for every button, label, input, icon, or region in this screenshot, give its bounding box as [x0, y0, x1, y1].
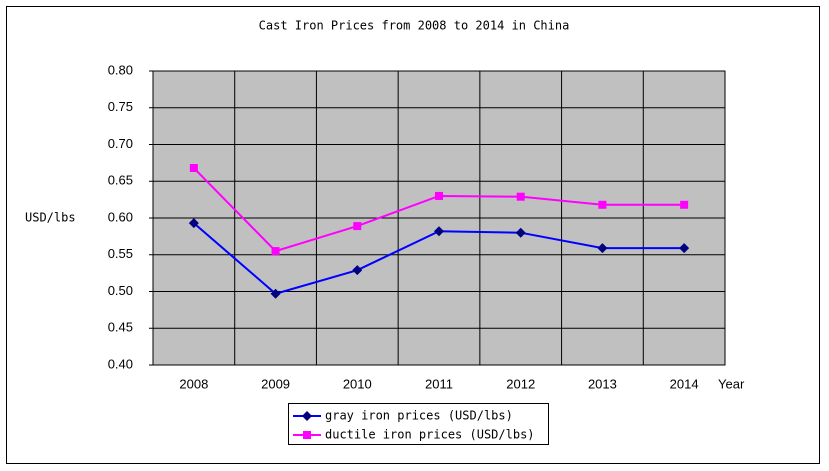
- x-tick-label: 2009: [261, 376, 290, 391]
- y-tick-label: 0.45: [108, 320, 133, 335]
- marker: [680, 200, 689, 209]
- y-tick-label: 0.75: [108, 99, 133, 114]
- x-tick-label: 2014: [670, 376, 699, 391]
- marker: [188, 218, 199, 229]
- y-tick-label: 0.70: [108, 136, 133, 151]
- y-axis-label: USD/lbs: [25, 211, 76, 225]
- y-tick-label: 0.80: [108, 62, 133, 77]
- marker: [271, 247, 280, 256]
- y-tick-label: 0.60: [108, 209, 133, 224]
- marker: [434, 226, 444, 237]
- x-tick-label: 2010: [343, 376, 372, 391]
- legend-label: gray iron prices (USD/lbs): [325, 409, 513, 423]
- y-tick-label: 0.55: [108, 246, 133, 261]
- marker: [516, 192, 525, 201]
- x-tick-label: 2011: [425, 376, 453, 391]
- legend: [288, 403, 549, 445]
- marker: [597, 243, 608, 254]
- marker: [270, 288, 281, 299]
- marker: [598, 200, 607, 209]
- marker: [515, 227, 526, 238]
- marker: [303, 431, 311, 439]
- legend-label: ductile iron prices (USD/lbs): [325, 428, 535, 442]
- y-tick-label: 0.40: [108, 356, 133, 371]
- marker: [189, 164, 198, 173]
- marker: [302, 411, 312, 421]
- marker: [353, 222, 362, 231]
- x-tick-label: 2012: [506, 376, 535, 391]
- y-tick-label: 0.50: [108, 283, 133, 298]
- x-tick-label: 2008: [179, 376, 208, 391]
- x-axis-label: Year: [718, 376, 745, 391]
- marker: [679, 243, 690, 254]
- marker: [352, 265, 363, 276]
- marker: [435, 191, 443, 200]
- y-tick-label: 0.65: [108, 173, 133, 188]
- chart-title: Cast Iron Prices from 2008 to 2014 in Ch…: [259, 19, 570, 33]
- x-tick-label: 2013: [588, 376, 617, 391]
